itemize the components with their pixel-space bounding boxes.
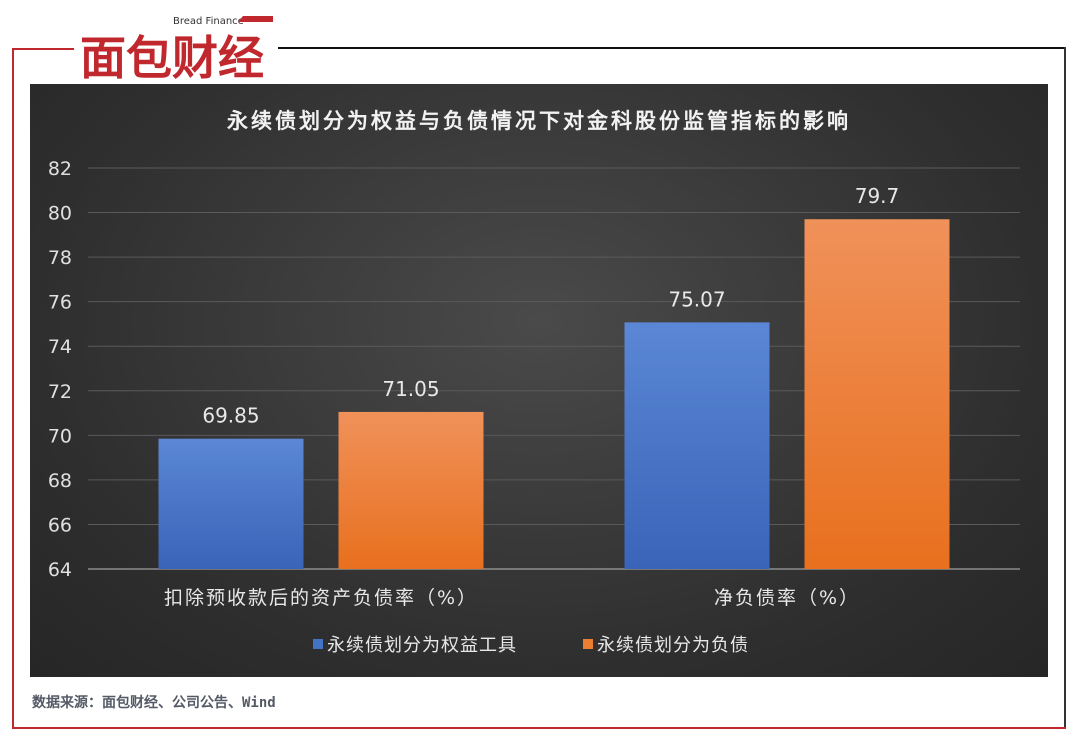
y-tick-label: 68 — [48, 470, 72, 492]
y-tick-label: 72 — [48, 381, 72, 403]
x-category-label: 扣除预收款后的资产负债率（%） — [164, 587, 478, 609]
frame-border-right — [1064, 47, 1066, 729]
y-tick-label: 80 — [48, 203, 72, 225]
bar-equity — [624, 322, 770, 569]
brand-name: 面包财经 — [80, 31, 264, 80]
y-tick-label: 74 — [48, 336, 72, 358]
y-tick-label: 70 — [48, 425, 72, 447]
data-label: 69.85 — [202, 404, 259, 428]
legend-swatch — [583, 639, 593, 649]
y-tick-label: 76 — [48, 292, 72, 314]
legend-label: 永续债划分为权益工具 — [327, 635, 517, 656]
y-tick-label: 64 — [48, 559, 72, 581]
chart-area: 永续债划分为权益与负债情况下对金科股份监管指标的影响 64 66 68 70 72 74 7… — [30, 84, 1048, 677]
y-tick-label: 82 — [48, 158, 72, 180]
frame-border-top-left — [12, 48, 74, 50]
frame-border-top-right — [278, 47, 1066, 49]
data-source: 数据来源：面包财经、公司公告、Wind — [32, 695, 276, 711]
bar-chart: 永续债划分为权益与负债情况下对金科股份监管指标的影响 64 66 68 70 72 74 7… — [48, 109, 1020, 656]
x-category-label: 净负债率（%） — [714, 587, 860, 609]
y-tick-label: 78 — [48, 247, 72, 269]
frame-border-bottom — [12, 727, 1066, 729]
frame-border-left — [12, 48, 14, 728]
bar-liability — [804, 219, 950, 569]
legend-swatch — [313, 639, 323, 649]
y-tick-label: 66 — [48, 514, 72, 536]
legend-label: 永续债划分为负债 — [597, 635, 749, 656]
data-label: 79.7 — [855, 184, 900, 208]
data-label: 75.07 — [668, 287, 725, 311]
bar-liability — [338, 411, 484, 569]
bar-equity — [158, 438, 304, 569]
brand-tagline: Bread Finance — [173, 16, 244, 27]
brand-logo: Bread Finance 面包财经 — [80, 16, 273, 80]
chart-title: 永续债划分为权益与负债情况下对金科股份监管指标的影响 — [226, 109, 851, 133]
data-label: 71.05 — [382, 377, 439, 401]
